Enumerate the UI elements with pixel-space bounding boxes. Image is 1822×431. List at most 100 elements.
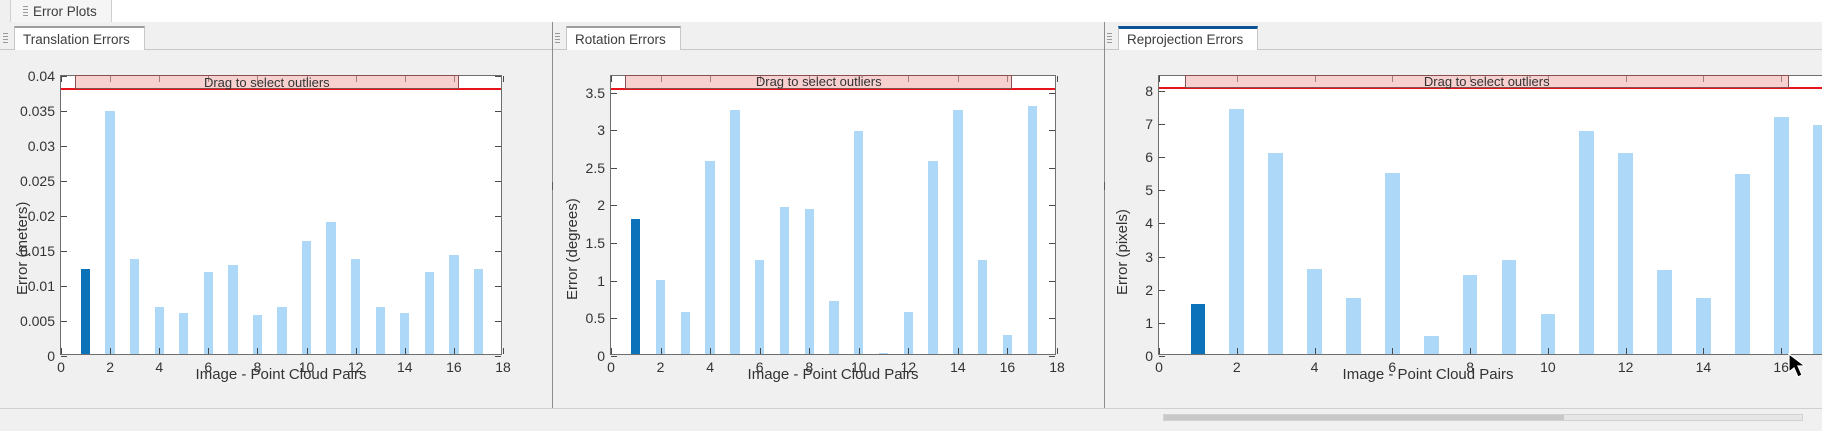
- bar[interactable]: [1657, 270, 1672, 354]
- bar[interactable]: [179, 313, 189, 354]
- x-tick-mark: [453, 348, 455, 354]
- y-tick-mark: [1159, 289, 1165, 291]
- horizontal-scrollbar[interactable]: [1163, 414, 1803, 421]
- panel-splitter-1[interactable]: [552, 22, 553, 408]
- y-tick-mark: [495, 216, 501, 217]
- bar[interactable]: [130, 258, 140, 354]
- bar[interactable]: [1734, 173, 1750, 354]
- x-tick-mark: [1781, 348, 1783, 354]
- x-tick-label: 18: [495, 359, 511, 375]
- bar[interactable]: [1773, 117, 1789, 354]
- x-tick-label: 14: [1695, 359, 1712, 375]
- bar[interactable]: [1002, 335, 1013, 354]
- bar[interactable]: [154, 307, 164, 354]
- bar[interactable]: [1229, 109, 1245, 354]
- bar[interactable]: [977, 259, 988, 354]
- bar[interactable]: [1540, 314, 1556, 354]
- y-tick-label: 6: [1145, 149, 1153, 166]
- bar[interactable]: [252, 314, 263, 354]
- x-tick-label: 4: [706, 359, 715, 375]
- outlier-threshold-line[interactable]: [611, 87, 1055, 90]
- bar[interactable]: [1618, 152, 1634, 354]
- bar[interactable]: [228, 265, 238, 354]
- panel-container: Translation Errors Error (meters) 0 0.005…: [0, 22, 1822, 408]
- bar[interactable]: [854, 131, 864, 354]
- bar[interactable]: [1462, 275, 1478, 354]
- y-tick-label: 4: [1145, 215, 1153, 232]
- bar[interactable]: [80, 269, 91, 354]
- bar[interactable]: [1346, 298, 1361, 354]
- x-tick-label: 18: [1049, 359, 1065, 375]
- bar[interactable]: [1812, 125, 1822, 354]
- x-tick-label: 10: [298, 359, 315, 375]
- bar[interactable]: [1696, 298, 1711, 354]
- mouse-cursor-icon: [1788, 352, 1807, 378]
- tab-reprojection-errors[interactable]: Reprojection Errors: [1118, 26, 1259, 50]
- y-tick-mark: [61, 76, 67, 77]
- figure-translation-errors: Error (meters) 0 0.005 0.01 0.015 0.02 0.025 0…: [0, 50, 552, 408]
- bar[interactable]: [804, 208, 814, 354]
- bar[interactable]: [680, 311, 691, 354]
- tab-error-plots[interactable]: Error Plots: [10, 0, 112, 22]
- tab-rotation-errors[interactable]: Rotation Errors: [566, 26, 681, 50]
- bar[interactable]: [903, 311, 914, 354]
- drag-to-select-outliers-band[interactable]: Drag to select outliers: [625, 74, 1013, 90]
- drag-grip-icon: [555, 33, 560, 43]
- axes-rotation[interactable]: 0 0.5 1 1.5 2 2.5 3 3.5 0 2 4 6 8 10 12 14 16 18 Drag to s…: [586, 74, 1065, 375]
- bar[interactable]: [351, 258, 361, 354]
- bar[interactable]: [1384, 173, 1400, 354]
- bar[interactable]: [1190, 304, 1206, 354]
- bar[interactable]: [928, 161, 938, 354]
- bar[interactable]: [449, 255, 459, 354]
- bar[interactable]: [730, 110, 740, 354]
- drag-to-select-outliers-band[interactable]: Drag to select outliers: [74, 75, 459, 90]
- bar[interactable]: [277, 307, 287, 354]
- bar[interactable]: [1423, 335, 1439, 354]
- bar[interactable]: [375, 307, 385, 354]
- x-tick-label: 4: [1310, 359, 1319, 375]
- axes-reprojection[interactable]: 012345678024681012141618Drag to select o…: [1145, 74, 1822, 375]
- bar[interactable]: [631, 219, 641, 354]
- bar[interactable]: [1501, 259, 1517, 354]
- bar[interactable]: [424, 272, 434, 354]
- bar[interactable]: [1579, 131, 1595, 354]
- x-tick-mark: [1470, 348, 1472, 354]
- drag-to-select-outliers-label: Drag to select outliers: [755, 74, 882, 90]
- bar[interactable]: [1027, 105, 1037, 354]
- bar[interactable]: [655, 280, 666, 354]
- bar[interactable]: [953, 110, 963, 354]
- bar[interactable]: [829, 300, 839, 354]
- outlier-threshold-line[interactable]: [61, 88, 501, 91]
- drag-to-select-outliers-band[interactable]: Drag to select outliers: [1184, 74, 1789, 89]
- bar[interactable]: [705, 160, 715, 354]
- bar[interactable]: [1307, 269, 1322, 354]
- bar[interactable]: [473, 269, 484, 354]
- axes-translation[interactable]: 0 0.005 0.01 0.015 0.02 0.025 0.03 0.035 0.04 0 2 4…: [20, 68, 511, 375]
- horizontal-scrollbar-thumb[interactable]: [1164, 415, 1564, 420]
- tab-translation-errors[interactable]: Translation Errors: [14, 26, 145, 50]
- y-tick-label: 0.02: [27, 208, 55, 224]
- y-tick-mark: [61, 181, 67, 182]
- y-axis-label-reprojection: Error (pixels): [1114, 209, 1131, 295]
- bar[interactable]: [400, 313, 410, 354]
- tabstrip-underline-1: [0, 49, 552, 50]
- bar[interactable]: [105, 111, 115, 354]
- y-tick-mark: [61, 321, 67, 322]
- y-tick-label: 0.015: [19, 243, 55, 259]
- tabstrip-rotation: Rotation Errors: [552, 22, 1104, 50]
- x-tick-label: 10: [1540, 359, 1556, 375]
- panel-splitter-2[interactable]: [1104, 22, 1105, 408]
- bar[interactable]: [779, 207, 790, 354]
- bar[interactable]: [301, 241, 312, 354]
- drag-grip-icon: [3, 33, 8, 43]
- bar[interactable]: [203, 272, 213, 354]
- bar[interactable]: [326, 221, 336, 354]
- bar[interactable]: [754, 259, 765, 354]
- bar[interactable]: [878, 352, 889, 354]
- x-tick-mark: [159, 348, 161, 354]
- y-tick-label: 0.035: [19, 103, 55, 119]
- x-axis-label-reprojection: Image - Point Cloud Pairs: [1342, 366, 1514, 383]
- outlier-threshold-line[interactable]: [1159, 86, 1822, 89]
- bar[interactable]: [1268, 152, 1284, 354]
